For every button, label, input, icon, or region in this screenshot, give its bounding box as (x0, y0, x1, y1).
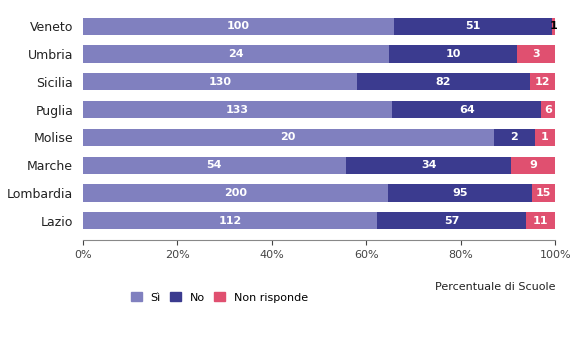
Bar (346, 157, 512, 174)
Legend: Sì, No, Non risponde: Sì, No, Non risponde (126, 287, 313, 307)
Bar (83, 129, 494, 146)
Bar (388, 184, 532, 202)
Bar (83, 184, 388, 202)
Text: 130: 130 (209, 77, 231, 87)
Text: 12: 12 (535, 77, 550, 87)
Text: 20: 20 (280, 133, 296, 142)
Text: 54: 54 (207, 160, 222, 170)
Text: 95: 95 (452, 188, 468, 198)
Bar (517, 45, 555, 63)
Bar (83, 101, 392, 118)
Bar (535, 129, 555, 146)
Text: 64: 64 (459, 105, 475, 114)
Text: 10: 10 (446, 49, 461, 59)
Bar (83, 17, 394, 35)
Text: 34: 34 (421, 160, 436, 170)
Bar (83, 45, 390, 63)
Text: Percentuale di Scuole: Percentuale di Scuole (435, 282, 555, 292)
Bar (530, 73, 555, 90)
Text: 9: 9 (529, 160, 538, 170)
Text: 1: 1 (541, 133, 549, 142)
Text: 3: 3 (532, 49, 540, 59)
Text: 51: 51 (465, 21, 480, 31)
Bar (83, 212, 377, 229)
Bar (394, 17, 552, 35)
Bar (83, 73, 357, 90)
Bar (390, 45, 517, 63)
Text: 82: 82 (436, 77, 451, 87)
Bar (541, 101, 555, 118)
Text: 1: 1 (550, 21, 558, 31)
Text: 133: 133 (226, 105, 249, 114)
Text: 112: 112 (218, 216, 242, 226)
Bar (527, 212, 555, 229)
Bar (552, 17, 555, 35)
Bar (512, 157, 555, 174)
Bar (377, 212, 527, 229)
Bar (357, 73, 530, 90)
Bar (494, 129, 535, 146)
Bar (83, 157, 346, 174)
Bar (532, 184, 555, 202)
Text: 2: 2 (510, 133, 518, 142)
Text: 24: 24 (228, 49, 244, 59)
Text: 6: 6 (544, 105, 552, 114)
Text: 11: 11 (533, 216, 549, 226)
Text: 200: 200 (224, 188, 247, 198)
Text: 15: 15 (536, 188, 551, 198)
Text: 100: 100 (227, 21, 250, 31)
Bar (392, 101, 541, 118)
Text: 57: 57 (444, 216, 460, 226)
